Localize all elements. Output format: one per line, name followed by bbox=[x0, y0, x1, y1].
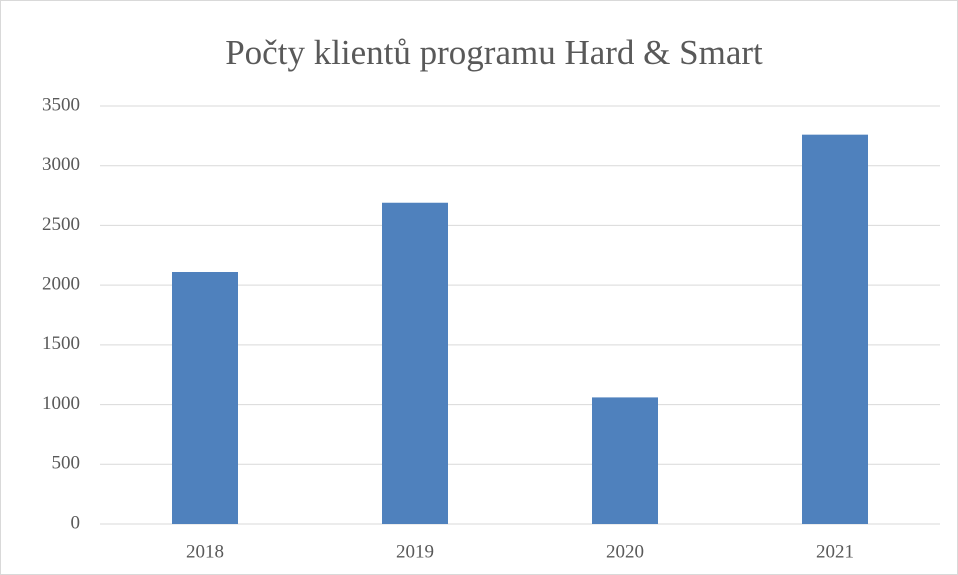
x-tick-label: 2021 bbox=[816, 541, 854, 562]
bar bbox=[172, 272, 238, 524]
x-tick-label: 2019 bbox=[396, 541, 434, 562]
y-tick-label: 1500 bbox=[42, 333, 80, 354]
y-tick-label: 2000 bbox=[42, 274, 80, 295]
y-tick-label: 0 bbox=[71, 512, 81, 533]
y-tick-label: 3500 bbox=[42, 94, 80, 115]
x-tick-label: 2020 bbox=[606, 541, 644, 562]
bar bbox=[382, 202, 448, 525]
y-tick-label: 2500 bbox=[42, 214, 80, 235]
bar bbox=[592, 397, 658, 524]
y-tick-label: 500 bbox=[52, 453, 81, 474]
y-tick-label: 1000 bbox=[42, 393, 80, 414]
chart-title: Počty klientů programu Hard & Smart bbox=[225, 33, 763, 72]
bar bbox=[802, 134, 868, 525]
y-tick-label: 3000 bbox=[42, 154, 80, 175]
x-tick-label: 2018 bbox=[186, 541, 224, 562]
